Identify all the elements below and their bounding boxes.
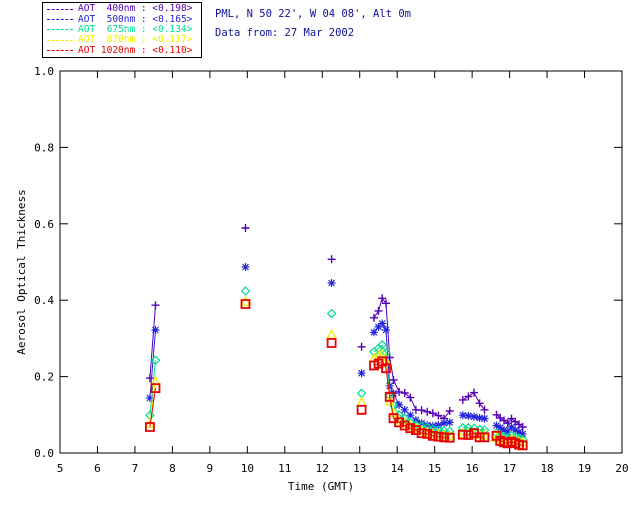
x-tick-label: 20 [615, 462, 628, 475]
series-markers-1 [145, 263, 527, 438]
plot-frame [59, 70, 623, 454]
x-tick-label: 7 [132, 462, 139, 475]
legend-linestyle-sample [47, 39, 73, 41]
legend-item-2: AOT 675nm : <0.134> [47, 23, 201, 35]
x-tick-label: 13 [353, 462, 366, 475]
station-location-text: PML, N 50 22', W 04 08', Alt 0m [215, 8, 411, 20]
x-tick-label: 6 [94, 462, 101, 475]
legend-item-label: AOT 400nm : <0.198> [78, 3, 193, 15]
x-tick-label: 16 [466, 462, 479, 475]
legend-item-label: AOT 500nm : <0.165> [78, 13, 193, 25]
series-markers-2 [145, 286, 528, 445]
x-tick-label: 18 [540, 462, 553, 475]
legend-linestyle-sample [47, 19, 73, 21]
legend-item-0: AOT 400nm : <0.198> [47, 4, 201, 14]
series-line-0 [149, 297, 523, 428]
legend-item-label: AOT 675nm : <0.134> [78, 23, 193, 35]
legend-item-label: AOT 870nm : <0.117> [78, 34, 193, 46]
legend-linestyle-sample [47, 29, 73, 31]
series-markers-3 [144, 295, 528, 447]
x-axis-title: Time (GMT) [288, 480, 354, 493]
y-tick-label: 0.8 [34, 141, 54, 154]
series-line-3 [149, 354, 523, 443]
x-tick-label: 8 [169, 462, 176, 475]
chart-legend: AOT 400nm : <0.198> AOT 500nm : <0.165> AO… [42, 2, 202, 58]
x-tick-label: 11 [278, 462, 291, 475]
legend-item-4: AOT 1020nm : <0.110> [47, 44, 201, 56]
x-tick-label: 9 [207, 462, 214, 475]
legend-item-label: AOT 1020nm : <0.110> [78, 44, 193, 56]
legend-item-1: AOT 500nm : <0.165> [47, 13, 201, 25]
y-tick-label: 0.6 [34, 218, 54, 231]
x-tick-label: 5 [57, 462, 64, 475]
y-tick-label: 0.4 [34, 294, 54, 307]
y-axis-title: Aerosol Optical Thickness [15, 189, 28, 355]
legend-linestyle-sample [47, 8, 73, 10]
x-tick-label: 17 [503, 462, 516, 475]
series-markers-4 [145, 299, 528, 451]
y-tick-label: 0.2 [34, 371, 54, 384]
y-tick-label: 0.0 [34, 447, 54, 460]
x-tick-label: 10 [241, 462, 254, 475]
series-markers-0 [145, 224, 527, 431]
y-tick-label: 1.0 [34, 65, 54, 78]
legend-item-3: AOT 870nm : <0.117> [47, 35, 201, 45]
legend-linestyle-sample [47, 50, 73, 52]
x-tick-label: 14 [391, 462, 405, 475]
x-tick-label: 12 [316, 462, 329, 475]
x-tick-label: 15 [428, 462, 441, 475]
x-tick-label: 19 [578, 462, 591, 475]
data-date-text: Data from: 27 Mar 2002 [215, 27, 355, 39]
